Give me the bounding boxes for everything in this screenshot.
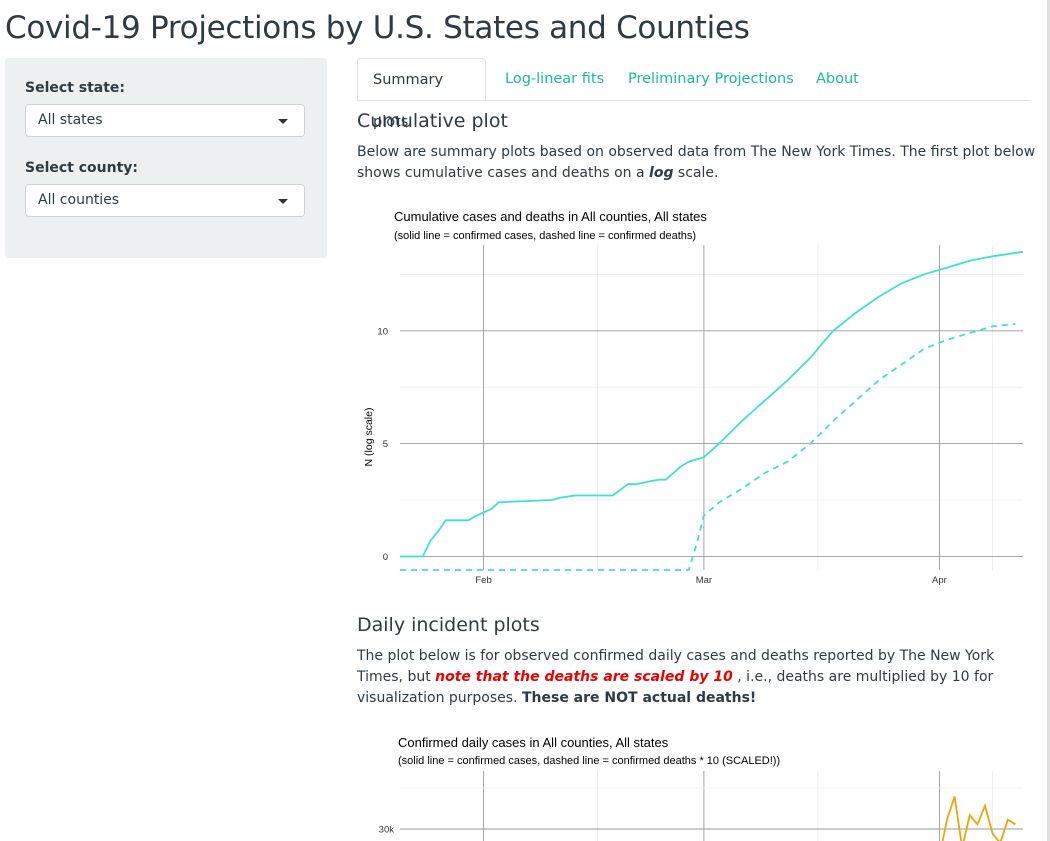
log-emphasis: log: [649, 165, 674, 181]
tab-bar: Summary plots Log-linear fits Preliminar…: [357, 58, 1030, 130]
cumulative-text-b: scale.: [673, 165, 719, 181]
chart1-y-tick-label: 10: [377, 326, 388, 337]
page-title: Covid-19 Projections by U.S. States and …: [5, 10, 750, 46]
daily-description: The plot below is for observed confirmed…: [357, 646, 1037, 709]
chart1-subtitle: (solid line = confirmed cases, dashed li…: [394, 230, 696, 242]
state-label: Select state:: [25, 80, 125, 96]
cases-line: [400, 250, 1024, 558]
chart2-subtitle: (solid line = confirmed cases, dashed li…: [398, 755, 780, 767]
chart1-x-tick-label: Mar: [696, 575, 712, 586]
chart2-title: Confirmed daily cases in All counties, A…: [398, 735, 669, 750]
daily-heading: Daily incident plots: [357, 614, 540, 636]
cumulative-heading: Cumulative plot: [357, 110, 508, 132]
daily-text-a: The plot below is for observed confirmed…: [357, 648, 995, 685]
chart1-x-tick-label: Apr: [932, 575, 947, 586]
tab-log-linear-fits[interactable]: Log-linear fits: [505, 71, 605, 87]
tab-about[interactable]: About: [816, 71, 859, 87]
cumulative-chart: Cumulative cases and deaths in All count…: [363, 209, 1024, 586]
chevron-down-icon: [278, 199, 288, 204]
county-select-value: All counties: [38, 192, 120, 208]
scrollbar[interactable]: [1047, 0, 1050, 841]
chart1-y-tick-label: 5: [383, 439, 388, 450]
county-select[interactable]: All counties: [25, 184, 305, 217]
tab-preliminary-projections[interactable]: Preliminary Projections: [628, 71, 794, 87]
chart1-title: Cumulative cases and deaths in All count…: [394, 209, 707, 224]
state-select-value: All states: [38, 112, 103, 128]
chart1-y-tick-label: 0: [383, 552, 388, 563]
cumulative-description: Below are summary plots based on observe…: [357, 142, 1037, 184]
state-select[interactable]: All states: [25, 104, 305, 137]
chart2-y-tick-label: 30k: [379, 825, 395, 836]
cumulative-text-a: Below are summary plots based on observe…: [357, 144, 1036, 181]
sidebar-panel: Select state: All states Select county: …: [5, 58, 327, 258]
deaths-line: [400, 323, 1016, 571]
chevron-down-icon: [278, 119, 288, 124]
tab-summary-plots[interactable]: Summary plots: [357, 58, 486, 130]
county-label: Select county:: [25, 160, 139, 176]
chart1-x-tick-label: Feb: [475, 575, 491, 586]
daily-cases-line: [941, 796, 1016, 841]
daily-text-b: , i.e., deaths are multiplied by 10 for …: [357, 669, 994, 706]
chart1-ylabel: N (log scale): [363, 408, 375, 467]
not-actual-deaths-note: These are NOT actual deaths!: [521, 690, 757, 706]
deaths-scaled-note: note that the deaths are scaled by 10: [435, 669, 733, 685]
daily-chart: Confirmed daily cases in All counties, A…: [379, 735, 1023, 841]
